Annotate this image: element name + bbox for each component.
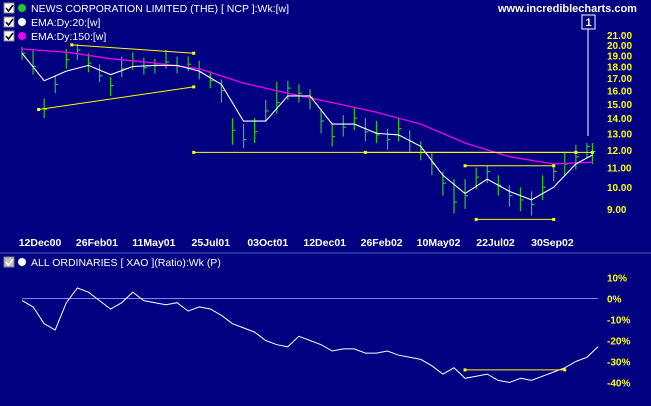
marker-flag-label: 1 <box>585 17 591 29</box>
ratio-tick-label: -30% <box>607 358 630 369</box>
trendline <box>71 44 194 54</box>
trendline-anchor[interactable] <box>192 150 196 154</box>
website-label: www.incrediblecharts.com <box>497 3 637 15</box>
trendline-anchor[interactable] <box>590 150 594 154</box>
date-tick-label: 22Jul02 <box>476 237 515 249</box>
trendline-anchor[interactable] <box>192 85 196 89</box>
ratio-tick-label: -40% <box>607 379 630 390</box>
ema-20-line <box>21 52 593 201</box>
trendline-anchor[interactable] <box>574 150 578 154</box>
series-color-dot <box>18 18 26 26</box>
ratio-tick-label: -10% <box>607 316 630 327</box>
trendline-anchor[interactable] <box>563 368 567 372</box>
price-tick-label: 19.00 <box>607 51 632 62</box>
price-tick-label: 15.00 <box>607 100 632 111</box>
lower-ratio-axis: 10% 0% -10% -20% -30% -40% <box>607 274 630 390</box>
price-tick-label: 21.00 <box>607 31 632 42</box>
date-tick-label: 12Dec00 <box>19 237 62 249</box>
date-tick-label: 12Dec01 <box>303 237 346 249</box>
lower-ratio-plot <box>21 287 599 384</box>
price-tick-label: 18.00 <box>607 62 632 73</box>
ratio-legend-label: ALL ORDINARIES [ XAO ](Ratio):Wk (P) <box>31 257 221 269</box>
ratio-tick-label: 10% <box>607 274 627 285</box>
trendline-anchor[interactable] <box>363 150 367 154</box>
date-tick-label: 10May02 <box>417 237 461 249</box>
series-checkbox[interactable] <box>3 30 15 42</box>
checkmark-icon <box>5 258 14 267</box>
upper-panel-header: NEWS CORPORATION LIMITED (THE) [ NCP ]:W… <box>3 2 289 43</box>
price-tick-label: 12.00 <box>607 146 632 157</box>
checkmark-icon <box>5 4 14 13</box>
trendline <box>38 86 194 110</box>
date-tick-label: 25Jul01 <box>192 237 231 249</box>
trendline-anchor[interactable] <box>463 368 467 372</box>
date-tick-label: 26Feb02 <box>361 237 403 249</box>
price-tick-label: 17.00 <box>607 74 632 85</box>
checkmark-icon <box>5 32 14 41</box>
trendline-anchor[interactable] <box>37 108 41 112</box>
date-axis: 12Dec00 26Feb01 11May01 25Jul01 03Oct01 12Dec… <box>19 237 574 249</box>
date-tick-label: 26Feb01 <box>76 237 118 249</box>
ratio-tick-label: 0% <box>607 295 622 306</box>
trendline-anchor[interactable] <box>463 164 467 168</box>
series-legend-label: NEWS CORPORATION LIMITED (THE) [ NCP ]:W… <box>31 3 289 15</box>
price-tick-label: 16.00 <box>607 87 632 98</box>
trendline-anchor[interactable] <box>70 43 74 47</box>
date-tick-label: 30Sep02 <box>531 237 574 249</box>
marker-flag: 1 <box>581 14 596 30</box>
trendline-anchor[interactable] <box>474 217 478 221</box>
series-color-dot <box>18 258 26 266</box>
series-legend-label: EMA:Dy:150:[w] <box>31 31 106 43</box>
date-tick-label: 03Oct01 <box>247 237 288 249</box>
date-tick-label: 11May01 <box>132 237 175 249</box>
price-tick-label: 13.00 <box>607 129 632 140</box>
series-checkbox[interactable] <box>3 2 15 14</box>
trendline-anchor[interactable] <box>552 164 556 168</box>
price-tick-label: 10.00 <box>607 183 632 194</box>
series-legend-label: EMA:Dy:20:[w] <box>31 17 101 29</box>
ratio-tick-label: -20% <box>607 337 630 348</box>
series-color-dot <box>18 4 26 12</box>
series-color-dot <box>18 32 26 40</box>
trendline-anchor[interactable] <box>552 217 556 221</box>
checkmark-icon <box>5 18 14 27</box>
price-tick-label: 11.00 <box>607 164 632 175</box>
price-tick-label: 14.00 <box>607 114 632 125</box>
ratio-checkbox[interactable] <box>3 256 15 268</box>
ema-150-line <box>21 48 593 165</box>
price-tick-label: 9.00 <box>607 205 627 216</box>
lower-panel-header: ALL ORDINARIES [ XAO ](Ratio):Wk (P) <box>3 256 221 269</box>
price-tick-label: 20.00 <box>607 41 632 52</box>
relative-strength-line <box>21 287 599 384</box>
series-checkbox[interactable] <box>3 16 15 28</box>
trendline-anchor[interactable] <box>192 51 196 55</box>
upper-price-plot <box>21 43 596 221</box>
